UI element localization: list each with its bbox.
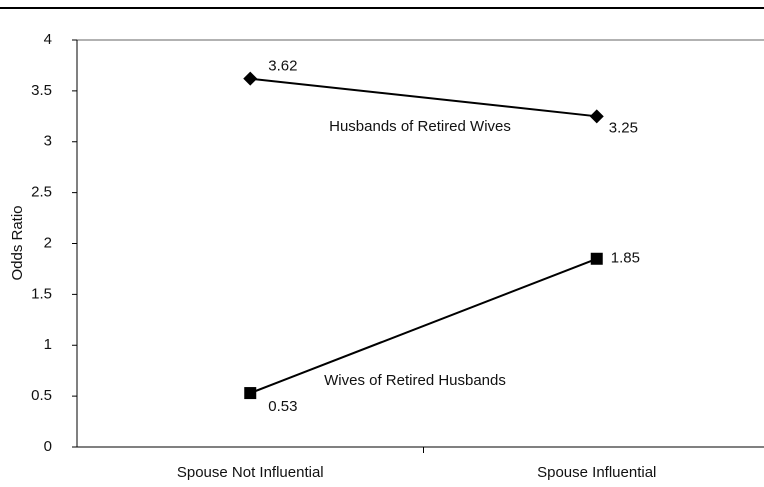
marker [244,387,257,400]
x-tick-label: Spouse Not Influential [177,464,324,481]
series-line [250,77,597,118]
y-axis-label: Odds Ratio [9,205,26,280]
series-line [249,257,598,395]
marker [243,71,258,86]
marker [589,109,604,124]
y-tick-label: 3.5 [31,82,52,99]
y-tick-label: 0 [44,438,52,455]
marker [590,252,603,265]
series-label: Husbands of Retired Wives [329,118,511,135]
y-tick-label: 4 [44,31,52,48]
y-tick-label: 2.5 [31,184,52,201]
y-tick-label: 1.5 [31,285,52,302]
y-tick-label: 1 [44,336,52,353]
y-tick-label: 0.5 [31,387,52,404]
y-tick-label: 3 [44,133,52,150]
series-label: Wives of Retired Husbands [324,372,506,389]
y-tick-label: 2 [44,234,52,251]
data-label: 1.85 [611,250,640,267]
x-tick-label: Spouse Influential [537,464,656,481]
data-label: 3.25 [609,119,638,136]
data-label: 3.62 [268,58,297,75]
data-label: 0.53 [268,398,297,415]
